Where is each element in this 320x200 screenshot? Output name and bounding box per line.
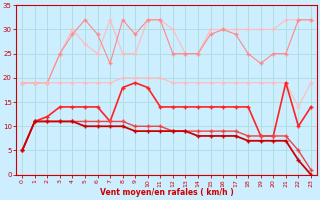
X-axis label: Vent moyen/en rafales ( km/h ): Vent moyen/en rafales ( km/h ) [100, 188, 234, 197]
